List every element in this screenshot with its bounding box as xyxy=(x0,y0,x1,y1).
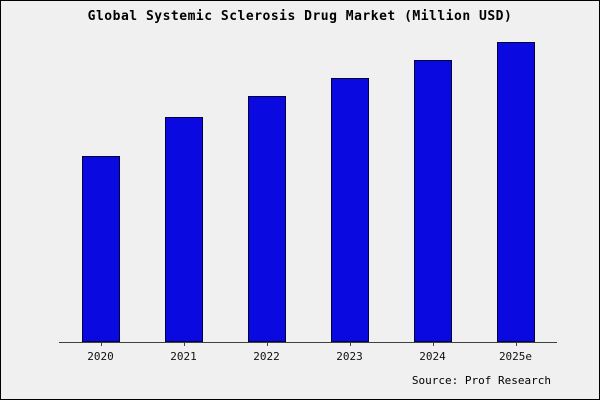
bar xyxy=(330,78,369,342)
x-tick-label: 2023 xyxy=(336,350,363,363)
x-tick-label: 2024 xyxy=(419,350,446,363)
bar-slot: 2022 xyxy=(247,47,286,363)
bar xyxy=(81,156,120,342)
chart-title: Global Systemic Sclerosis Drug Market (M… xyxy=(87,9,513,24)
x-tick-label: 2025e xyxy=(498,350,533,363)
bar xyxy=(247,96,286,342)
plot-area: 2020 2021 2022 2023 2024 2025e xyxy=(59,42,557,363)
bar xyxy=(164,117,203,342)
bar xyxy=(413,60,452,342)
bar xyxy=(496,42,535,342)
x-tick-label: 2021 xyxy=(170,350,197,363)
bar-slot: 2020 xyxy=(81,47,120,363)
bar-slot: 2021 xyxy=(164,47,203,363)
x-tick-label: 2022 xyxy=(253,350,280,363)
bar-slot: 2025e xyxy=(496,42,535,363)
source-text: Source: Prof Research xyxy=(411,374,551,387)
bar-slot: 2023 xyxy=(330,47,369,363)
x-tick-label: 2020 xyxy=(87,350,114,363)
bar-slot: 2024 xyxy=(413,47,452,363)
